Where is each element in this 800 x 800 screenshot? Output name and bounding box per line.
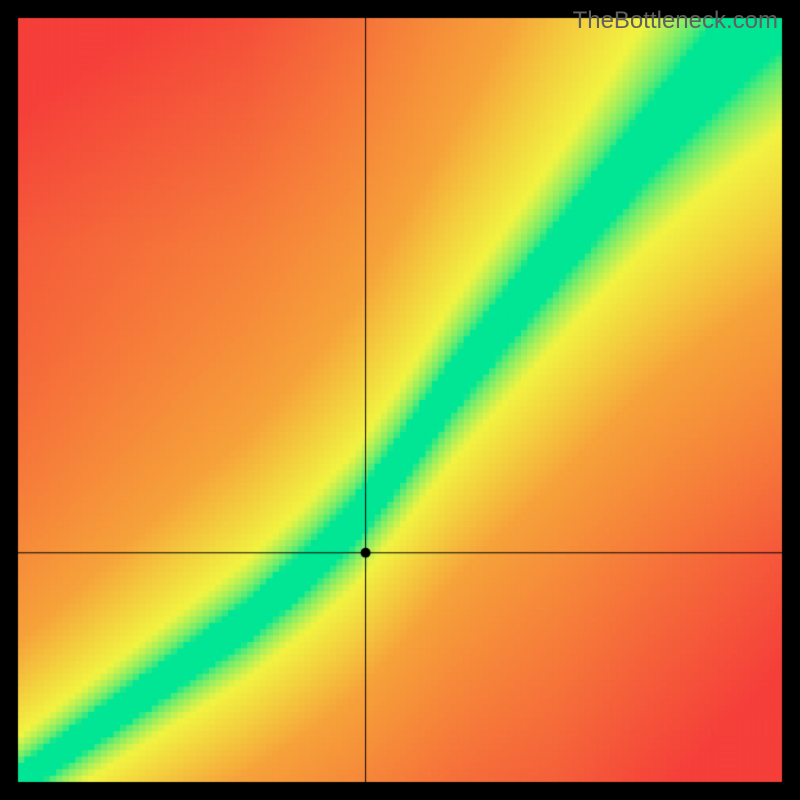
watermark-text: TheBottleneck.com xyxy=(573,7,778,35)
bottleneck-heatmap xyxy=(0,0,800,800)
heatmap-container: TheBottleneck.com xyxy=(0,0,800,800)
